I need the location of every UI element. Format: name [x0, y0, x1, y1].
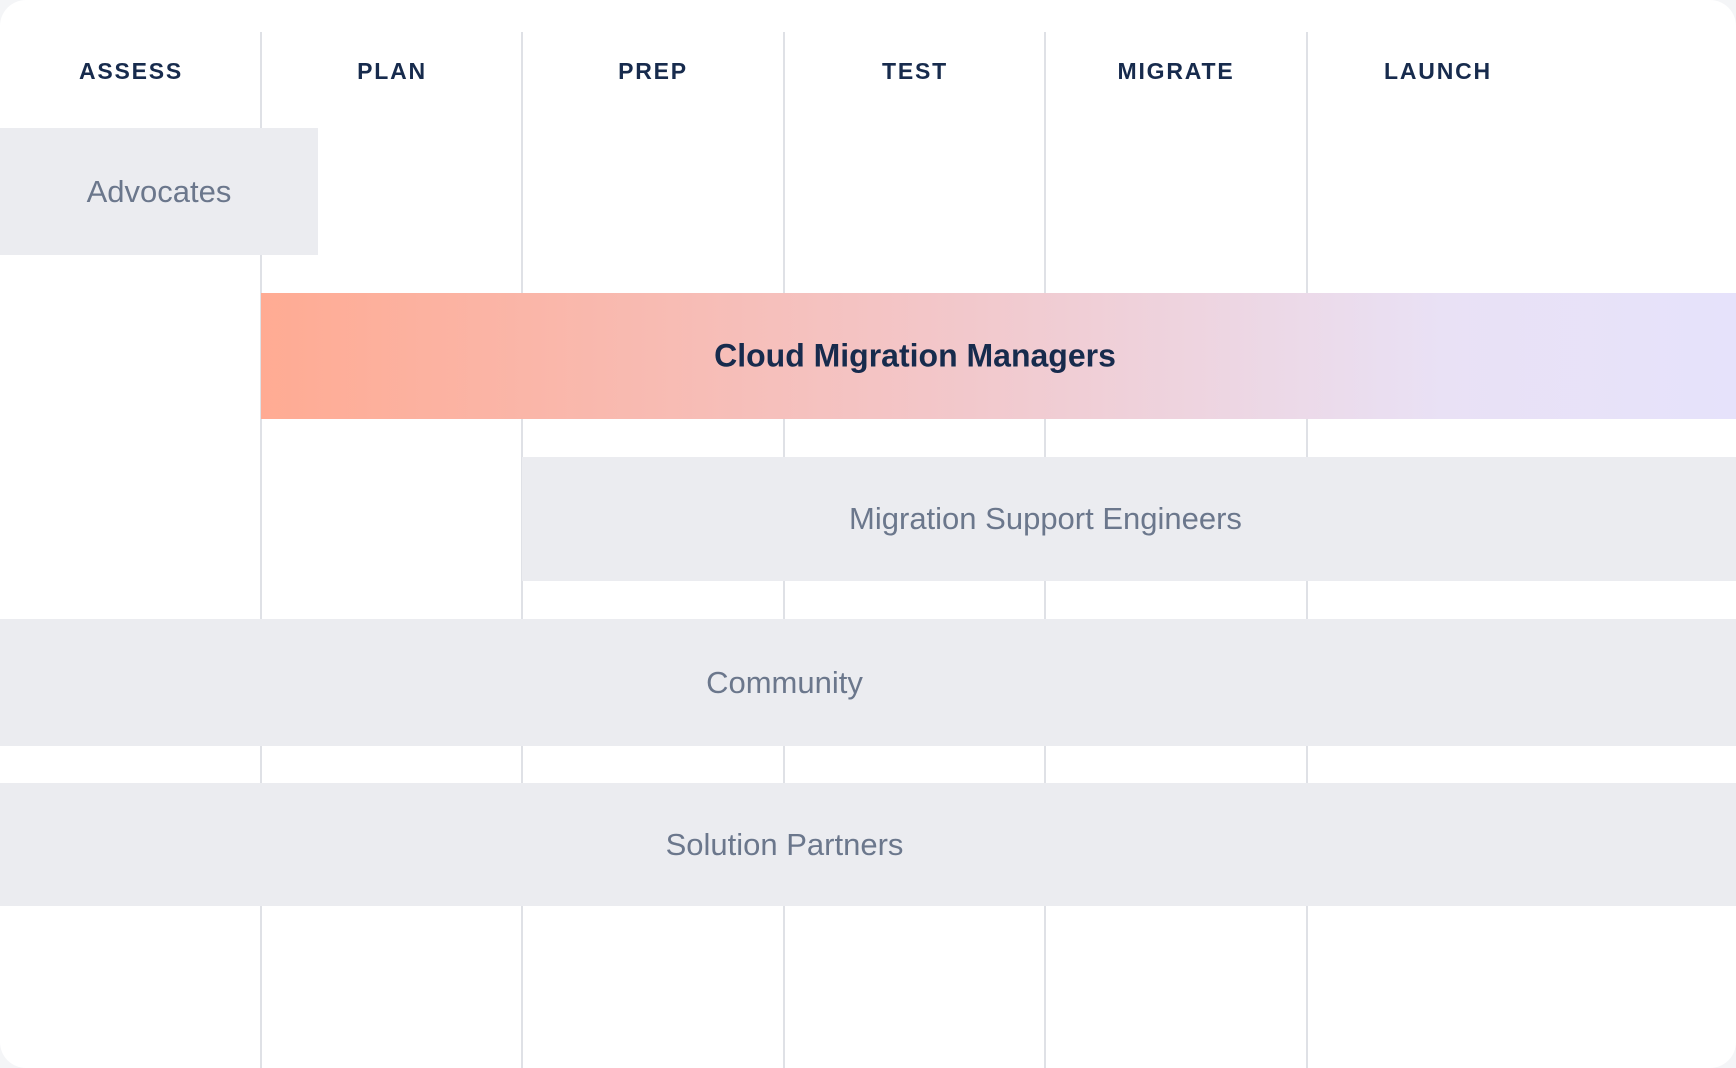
grid-line: [260, 32, 262, 1068]
bar-migration-support-engineers: Migration Support Engineers: [522, 457, 1736, 581]
phase-header-launch: LAUNCH: [1384, 58, 1492, 84]
bar-label: Migration Support Engineers: [849, 501, 1242, 536]
bar-advocates: Advocates: [0, 128, 318, 255]
bar-label: Community: [706, 664, 863, 700]
phase-header-assess: ASSESS: [78, 58, 184, 84]
phase-header-prep: PREP: [618, 58, 688, 84]
bar-label: Advocates: [86, 173, 232, 209]
bar-solution-partners: Solution Partners: [0, 783, 1736, 906]
phase-header-test: TEST: [882, 58, 948, 84]
bar-label: Cloud Migration Managers: [714, 337, 1116, 374]
bar-label: Solution Partners: [665, 826, 904, 862]
phase-header-migrate: MIGRATE: [1117, 58, 1235, 84]
phase-header-plan: PLAN: [357, 58, 427, 84]
bar-cloud-migration-managers: Cloud Migration Managers: [261, 293, 1736, 419]
bar-community: Community: [0, 619, 1736, 746]
